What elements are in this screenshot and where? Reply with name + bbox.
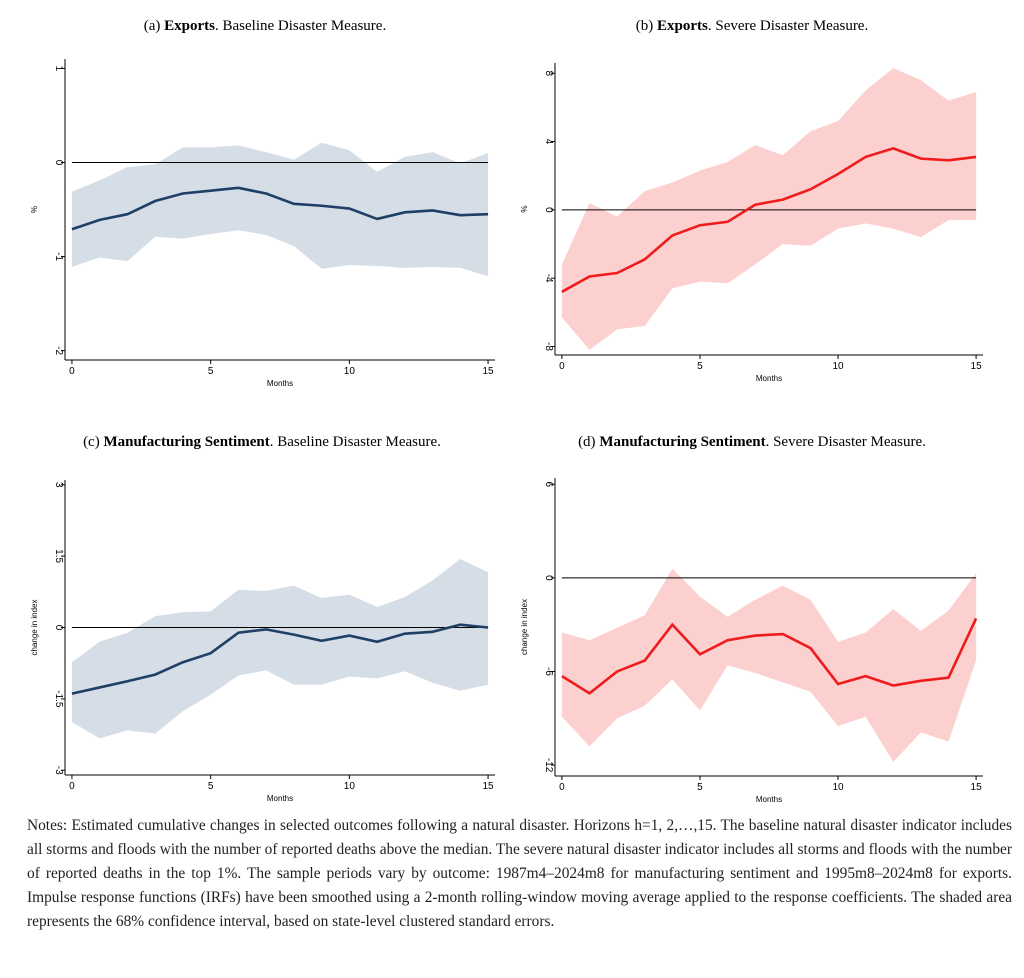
panel-title: (d) Manufacturing Sentiment. Severe Disa…: [578, 434, 926, 450]
irf-line: [561, 617, 978, 695]
panel-subject: Manufacturing Sentiment: [599, 434, 765, 450]
x-axis-label: Months: [267, 794, 293, 803]
y-axis-label: %: [520, 205, 529, 212]
x-tick-label: 5: [208, 366, 214, 377]
confidence-band: [71, 142, 489, 277]
y-tick-label: 0: [543, 207, 554, 213]
x-tick-label: 5: [208, 781, 214, 792]
panel-measure: . Severe Disaster Measure.: [766, 434, 926, 450]
y-tick-label: 4: [543, 139, 554, 145]
y-axis-label: change in index: [30, 599, 39, 655]
panel-label: (a): [144, 18, 161, 34]
y-tick-label: 1: [53, 66, 64, 72]
y-tick-label: 6: [543, 481, 554, 487]
x-tick-label: 0: [559, 361, 565, 372]
y-tick-label: -1.5: [53, 690, 64, 708]
panel-measure: . Severe Disaster Measure.: [708, 18, 868, 34]
y-axis-label: change in index: [520, 599, 529, 655]
x-tick-label: 5: [697, 782, 703, 793]
confidence-band: [561, 68, 977, 350]
irf-line: [561, 147, 977, 293]
y-tick-label: -3: [53, 766, 64, 775]
panel-title: (a) Exports. Baseline Disaster Measure.: [144, 18, 386, 34]
x-tick-label: 0: [69, 781, 75, 792]
panel-title: (c) Manufacturing Sentiment. Baseline Di…: [83, 434, 441, 450]
x-tick-label: 15: [483, 781, 495, 792]
panel-measure: . Baseline Disaster Measure.: [215, 18, 386, 34]
panel-label: (c): [83, 434, 100, 450]
x-tick-label: 0: [559, 782, 565, 793]
panel-label: (b): [636, 18, 654, 34]
panel-measure: . Baseline Disaster Measure.: [270, 434, 441, 450]
x-tick-label: 10: [344, 781, 356, 792]
y-axis-label: %: [30, 206, 39, 213]
x-tick-label: 15: [483, 366, 495, 377]
y-tick-label: -8: [543, 342, 554, 351]
y-tick-label: 0: [543, 575, 554, 581]
confidence-band: [71, 558, 489, 739]
x-tick-label: 5: [697, 361, 703, 372]
y-tick-label: 0: [53, 160, 64, 166]
x-tick-label: 15: [971, 361, 983, 372]
irf-line: [71, 623, 489, 695]
x-tick-label: 0: [69, 366, 75, 377]
y-tick-label: -2: [53, 346, 64, 355]
y-tick-label: -6: [543, 667, 554, 676]
y-tick-label: 8: [543, 70, 554, 76]
y-tick-label: -1: [53, 252, 64, 261]
x-tick-label: 10: [832, 361, 844, 372]
irf-line: [71, 186, 489, 231]
panel-subject: Manufacturing Sentiment: [103, 434, 269, 450]
y-tick-label: 3: [53, 482, 64, 488]
x-axis-label: Months: [756, 795, 782, 804]
y-tick-label: 1.5: [53, 549, 64, 563]
confidence-band: [561, 568, 977, 762]
figure: (a) Exports. Baseline Disaster Measure.-…: [30, 18, 983, 804]
x-tick-label: 10: [832, 782, 844, 793]
x-axis-label: Months: [756, 374, 782, 383]
panel-subject: Exports: [164, 18, 215, 34]
panel-subject: Exports: [657, 18, 708, 34]
panel-title: (b) Exports. Severe Disaster Measure.: [636, 18, 868, 34]
y-tick-label: -12: [543, 758, 554, 773]
y-tick-label: -4: [543, 274, 554, 283]
x-axis-label: Months: [267, 379, 293, 388]
notes: Notes: Estimated cumulative changes in s…: [27, 817, 1012, 930]
x-tick-label: 10: [344, 366, 356, 377]
panel-label: (d): [578, 434, 596, 450]
x-tick-label: 15: [971, 782, 983, 793]
y-tick-label: 0: [53, 625, 64, 631]
